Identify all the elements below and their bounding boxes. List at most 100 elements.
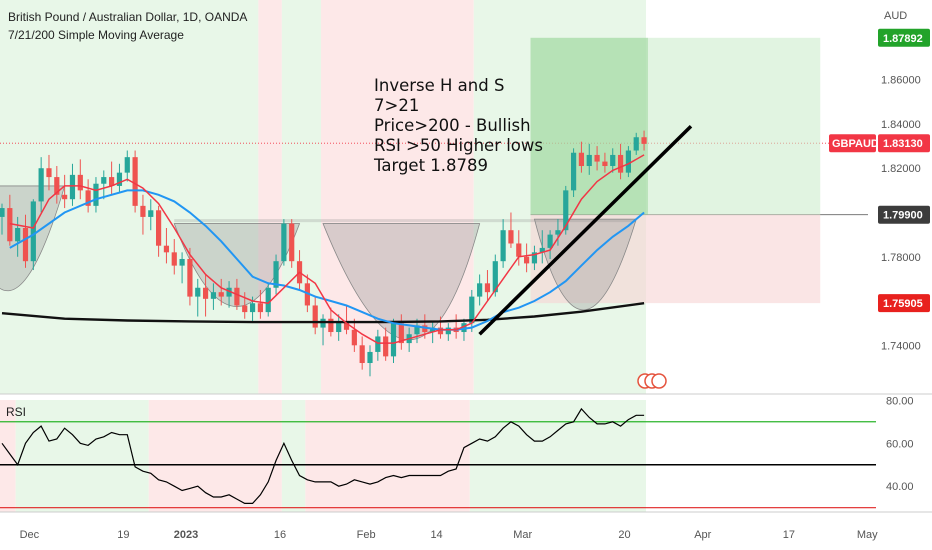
candle-up xyxy=(492,261,498,293)
moving-averages xyxy=(1,124,693,344)
price-tick-label: 1.86000 xyxy=(881,75,921,87)
candle-up xyxy=(336,320,342,333)
candle-down xyxy=(594,154,600,162)
candle-down xyxy=(132,157,138,206)
candle-down xyxy=(359,345,365,364)
candle-down xyxy=(508,230,514,244)
stop-zone xyxy=(530,214,821,304)
candle-up xyxy=(38,168,44,202)
symbol-tag xyxy=(829,134,876,153)
candle-down xyxy=(54,177,60,195)
candle-up xyxy=(414,325,420,335)
candle-up xyxy=(625,150,631,173)
candle-up xyxy=(586,154,592,167)
indicator-legend: 7/21/200 Simple Moving Average xyxy=(8,28,184,42)
candle-down xyxy=(516,243,522,257)
rsi-legend: RSI xyxy=(6,405,26,419)
candle-down xyxy=(202,287,209,299)
time-axis: Dec 19 2023 16 Feb 14 Mar 20 Apr 17 May xyxy=(20,529,878,541)
price-tick-label: 1.82000 xyxy=(881,163,921,175)
candle-down xyxy=(218,292,224,297)
event-icon[interactable] xyxy=(651,373,667,389)
time-tick-label: Apr xyxy=(694,529,711,541)
price-tag xyxy=(878,134,930,153)
price-tick-label: 1.74000 xyxy=(881,340,921,352)
candle-down xyxy=(242,305,248,313)
price-tick-label: 1.84000 xyxy=(881,119,921,131)
candle-down xyxy=(46,168,52,178)
candle-down xyxy=(171,252,177,266)
candle-down xyxy=(109,177,115,186)
time-tick-label: 2023 xyxy=(174,529,198,541)
candle-up xyxy=(477,283,483,297)
filled-zone xyxy=(530,37,648,215)
candle-down xyxy=(422,325,428,333)
candle-up xyxy=(461,323,467,333)
price-tag xyxy=(878,205,930,224)
rsi-regime-band xyxy=(469,400,646,512)
candle-up xyxy=(367,351,373,364)
candle-down xyxy=(62,194,68,200)
note-line-5: Target 1.8789 xyxy=(373,156,488,175)
candle-up xyxy=(531,252,538,264)
currency-label: AUD xyxy=(884,10,907,22)
neckline-band xyxy=(174,219,637,223)
rsi-line xyxy=(1,407,645,504)
candle-up xyxy=(148,210,154,217)
right-shoulder-shape xyxy=(533,218,637,310)
rsi-regime-band xyxy=(305,400,470,512)
candle-down xyxy=(156,210,162,246)
analysis-note: Inverse H and S 7>21 Price>200 - Bullish… xyxy=(373,76,543,175)
candle-up xyxy=(179,258,185,266)
time-tick-label: Feb xyxy=(357,529,376,541)
candle-up xyxy=(610,154,616,167)
rsi-regime-band xyxy=(281,400,306,512)
price-tick-label: 1.78000 xyxy=(881,252,921,264)
rsi-tick-label: 80.00 xyxy=(886,395,914,407)
candle-down xyxy=(617,154,624,173)
candle-down xyxy=(524,256,530,264)
time-tick-label: May xyxy=(857,529,878,541)
rsi-tick-label: 40.00 xyxy=(886,481,914,493)
candle-up xyxy=(116,172,123,186)
regime-band xyxy=(281,0,322,394)
candle-up xyxy=(539,247,545,253)
candle-down xyxy=(289,223,295,262)
candle-up xyxy=(500,230,506,262)
note-line-4: RSI >50 Higher lows xyxy=(374,136,543,155)
candle-up xyxy=(281,223,287,262)
rsi-tick-label: 60.00 xyxy=(886,438,914,450)
candle-down xyxy=(257,303,263,313)
rsi-regime-band xyxy=(148,400,282,512)
candle-down xyxy=(304,283,310,306)
candle-up xyxy=(249,303,256,313)
price-tag xyxy=(878,28,930,47)
head-shape xyxy=(322,223,481,341)
price-tag-value: 1.83130 xyxy=(883,138,923,150)
sma200-line xyxy=(1,302,645,324)
price-tag-value: 1.79900 xyxy=(883,210,923,222)
candle-down xyxy=(77,174,83,191)
candle-up xyxy=(570,152,577,191)
candle-down xyxy=(578,152,585,167)
sma7-line xyxy=(9,154,645,344)
candle-down xyxy=(484,283,491,293)
candle-down xyxy=(163,245,170,253)
candle-down xyxy=(351,329,357,346)
candle-down xyxy=(140,205,146,217)
candle-up xyxy=(195,287,201,297)
candle-up xyxy=(390,323,397,357)
candle-up xyxy=(445,327,451,335)
candle-up xyxy=(30,201,36,262)
note-line-3: Price>200 - Bullish xyxy=(374,116,531,135)
trendline xyxy=(478,124,693,336)
candle-up xyxy=(210,292,217,299)
candle-up xyxy=(69,174,76,200)
candle-down xyxy=(437,327,444,335)
note-line-2: 7>21 xyxy=(374,96,419,115)
candle-down xyxy=(22,227,29,262)
time-tick-label: 20 xyxy=(618,529,630,541)
regime-band xyxy=(258,0,282,394)
candle-up xyxy=(469,296,475,324)
time-tick-label: Mar xyxy=(513,529,532,541)
